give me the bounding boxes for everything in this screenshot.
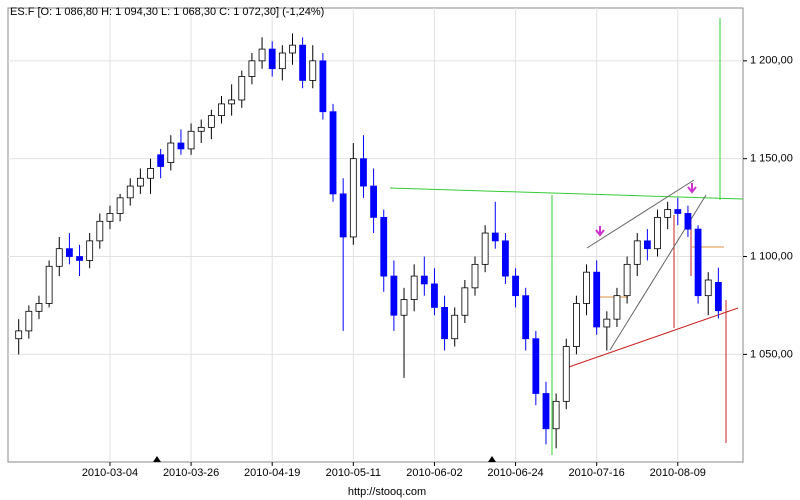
y-tick-label: 1 050,00 (750, 348, 793, 360)
plot-frame (7, 7, 744, 463)
x-tick-label: 2010-03-04 (82, 467, 138, 479)
candle-body (45, 265, 53, 304)
candles (15, 33, 722, 449)
candle-body (684, 213, 692, 230)
y-tick-label: 1 200,00 (750, 55, 793, 67)
candle-body (441, 307, 448, 340)
candle-body (654, 216, 661, 250)
candle-body (573, 303, 580, 347)
candle-body (299, 44, 307, 81)
candle-body (471, 263, 479, 289)
candle-body (238, 76, 246, 101)
candle-body (714, 281, 722, 312)
candle-body (258, 48, 266, 62)
candle-body (157, 154, 165, 167)
candle-body (207, 115, 215, 128)
candle-body (116, 197, 124, 214)
candle-body (562, 346, 570, 402)
green-line (389, 187, 744, 200)
x-tick-label: 2010-03-26 (163, 467, 219, 479)
red-line (565, 307, 739, 369)
arrow (687, 183, 697, 194)
y-tick-label: 1 150,00 (750, 153, 793, 165)
x-tick-label: 2010-08-09 (650, 467, 706, 479)
candle-body (309, 60, 317, 81)
candle-body (329, 111, 337, 195)
candle-body (339, 193, 347, 238)
candle-body (96, 220, 104, 242)
candle-body (532, 338, 540, 394)
candle-body (177, 142, 185, 150)
candle-body (431, 283, 438, 308)
candle-body (248, 60, 256, 77)
candle-body (461, 287, 469, 316)
candle-body (390, 275, 398, 316)
candle-body (349, 158, 357, 238)
candle-body (35, 303, 43, 312)
x-tick-label: 2010-04-19 (244, 467, 300, 479)
channel-line (586, 179, 695, 249)
candle-body (542, 393, 550, 430)
candle-body (552, 400, 560, 430)
candle-body (25, 310, 33, 332)
candle-body (147, 168, 154, 179)
candle-body (278, 52, 286, 70)
x-tick-label: 2010-06-24 (487, 467, 543, 479)
candle-body (55, 248, 63, 267)
candle-body (643, 240, 651, 250)
candle-body (583, 271, 590, 304)
candle-body (410, 275, 418, 300)
chart-title: ES.F [O: 1 086,80 H: 1 094,30 L: 1 068,3… (10, 6, 324, 18)
candle-body (664, 209, 672, 218)
x-tick-label: 2010-07-16 (569, 467, 625, 479)
candle-body (522, 295, 530, 340)
candle-body (370, 185, 378, 218)
grid (8, 8, 743, 462)
candle-body (633, 240, 641, 265)
candle-body (380, 216, 388, 277)
y-tick-label: 1 100,00 (750, 250, 793, 262)
candle-body (15, 330, 23, 340)
candle-body (451, 314, 459, 340)
candle-body (420, 275, 428, 285)
candle-body (136, 177, 144, 187)
candle-body (674, 209, 682, 214)
candle-body (86, 240, 94, 261)
candle-body (481, 232, 489, 265)
candle-body (187, 130, 195, 150)
candle-body (228, 99, 236, 105)
candle-body (197, 126, 205, 132)
candle-body (704, 279, 712, 297)
x-tick-label: 2010-06-02 (406, 467, 462, 479)
source: http://stooq.com (348, 486, 426, 498)
candle-body (603, 318, 611, 328)
candle-body (502, 240, 509, 277)
candle-body (623, 263, 631, 297)
drawings (389, 18, 744, 455)
candle-body (289, 44, 296, 54)
candle-body (491, 232, 499, 242)
candle-body (167, 142, 175, 163)
candle-body (613, 295, 621, 320)
candle-body (694, 228, 702, 297)
candle-body (76, 256, 83, 261)
candle-body (106, 213, 114, 222)
candle-body (218, 103, 225, 117)
candle-body (66, 248, 73, 257)
candle-body (319, 60, 327, 113)
x-tick-label: 2010-05-11 (326, 467, 381, 479)
candle-body (512, 275, 519, 297)
candle-body (360, 158, 367, 187)
arrow (595, 226, 605, 237)
candle-body (126, 185, 134, 199)
candle-body (400, 299, 408, 316)
candle-body (593, 271, 601, 328)
candle-body (268, 48, 276, 70)
